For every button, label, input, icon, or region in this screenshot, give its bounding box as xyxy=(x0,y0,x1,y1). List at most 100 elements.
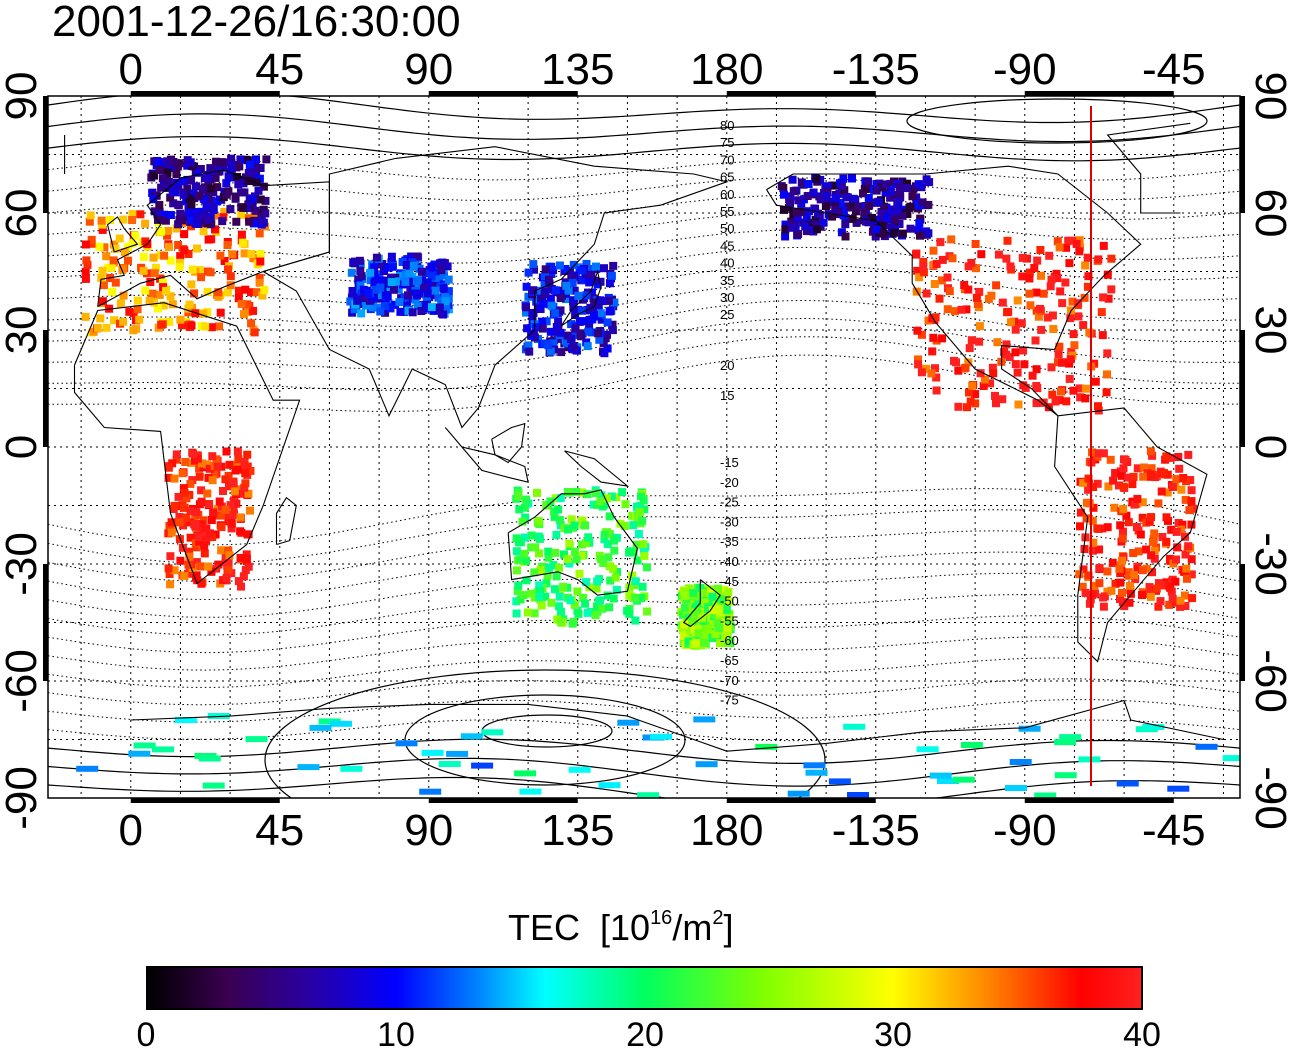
tec-point xyxy=(609,594,618,603)
tec-point xyxy=(347,268,356,277)
tec-point xyxy=(233,447,242,456)
tec-point xyxy=(852,207,860,216)
tec-point xyxy=(714,584,722,593)
tec-point xyxy=(227,154,236,163)
tec-point xyxy=(638,582,647,591)
tec-point xyxy=(1054,772,1077,779)
tec-point xyxy=(1088,516,1097,525)
tec-point xyxy=(1047,363,1056,372)
tec-point xyxy=(1081,384,1090,393)
tec-point xyxy=(242,555,251,564)
tec-point xyxy=(176,315,185,324)
tec-point xyxy=(890,228,899,237)
tec-point xyxy=(1055,243,1064,252)
tec-point xyxy=(1083,282,1092,291)
latitude-ticks-right: 90 60 30 0 -30 -60 -90 xyxy=(1246,72,1292,830)
tec-point xyxy=(881,180,890,189)
tec-point xyxy=(197,579,206,588)
tec-point xyxy=(188,265,197,274)
tec-point xyxy=(1047,275,1056,284)
tec-point xyxy=(684,611,693,620)
tec-point xyxy=(197,497,206,506)
tec-point xyxy=(1006,262,1015,271)
tec-point xyxy=(160,251,169,260)
tec-point xyxy=(96,314,105,323)
tec-point xyxy=(178,469,187,478)
contour-line xyxy=(48,572,1240,618)
tec-point xyxy=(931,364,939,373)
tec-point xyxy=(848,174,856,183)
tec-point xyxy=(617,719,640,726)
tec-point xyxy=(1172,475,1181,484)
tec-point xyxy=(217,546,226,555)
tec-point xyxy=(695,761,718,768)
tec-point xyxy=(567,335,576,343)
tec-point xyxy=(1028,371,1037,380)
tec-point xyxy=(444,275,453,284)
contour-line xyxy=(48,264,1240,306)
tec-point xyxy=(168,300,177,309)
tec-point xyxy=(556,306,565,315)
tec-point xyxy=(691,603,700,612)
tec-point xyxy=(1018,725,1041,732)
tec-point xyxy=(1132,523,1141,531)
tec-point xyxy=(569,342,578,350)
lon-tick-top-0: 0 xyxy=(119,45,143,94)
tec-point xyxy=(1179,474,1188,482)
tec-point xyxy=(605,603,614,612)
tec-point xyxy=(434,293,443,302)
tec-point xyxy=(542,501,551,509)
tec-point xyxy=(650,733,673,740)
tec-point xyxy=(401,278,410,286)
tec-point xyxy=(1222,755,1240,762)
tec-point xyxy=(481,729,504,736)
tec-point xyxy=(243,300,252,309)
contour-label-70: 70 xyxy=(720,152,734,167)
tec-point xyxy=(180,230,189,239)
tec-point xyxy=(883,215,891,224)
tec-point xyxy=(128,750,151,757)
tec-point xyxy=(1119,482,1128,491)
frame-bar-bottom xyxy=(428,798,578,803)
tec-point xyxy=(823,182,832,191)
tec-point xyxy=(546,327,555,336)
tec-point xyxy=(559,582,568,591)
tec-point xyxy=(187,208,196,217)
tec-point xyxy=(643,563,651,572)
tec-point xyxy=(163,168,172,177)
tec-point xyxy=(603,591,612,600)
tec-point xyxy=(1011,348,1020,357)
tec-point xyxy=(184,560,193,569)
tec-point xyxy=(975,337,984,346)
tec-point xyxy=(109,256,118,265)
tec-point xyxy=(935,294,944,303)
contour-line xyxy=(48,615,1240,654)
tec-point xyxy=(1119,527,1127,536)
tec-point xyxy=(545,279,554,288)
tec-point xyxy=(601,334,610,343)
tec-point xyxy=(690,625,699,634)
longitude-ticks-top: 0 45 90 135 180 -135 -90 -45 xyxy=(119,45,1206,94)
tec-point xyxy=(205,464,214,473)
tec-point xyxy=(522,495,531,504)
coastline-japan xyxy=(560,269,602,327)
tec-point xyxy=(133,742,156,749)
tec-point xyxy=(1148,451,1157,460)
tec-point xyxy=(596,596,604,605)
tec-point xyxy=(382,284,390,292)
tec-point xyxy=(187,216,196,225)
tec-point xyxy=(214,292,223,301)
tec-point xyxy=(572,487,581,496)
tec-point xyxy=(402,261,411,269)
tec-point xyxy=(176,209,185,218)
tec-point xyxy=(631,616,640,625)
tec-point xyxy=(567,320,576,329)
tec-point xyxy=(631,577,640,586)
tec-point xyxy=(1025,268,1034,277)
tec-point xyxy=(862,217,870,226)
tec-point xyxy=(872,186,881,195)
tec-point xyxy=(233,461,242,470)
tec-point xyxy=(1147,470,1155,479)
tec-point xyxy=(1005,785,1027,791)
tec-point xyxy=(971,390,980,399)
